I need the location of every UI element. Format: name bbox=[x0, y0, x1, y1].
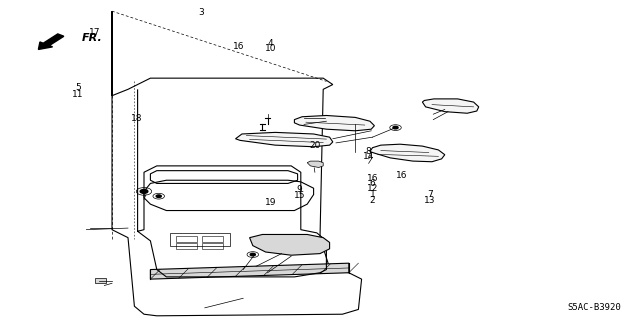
Text: 9: 9 bbox=[297, 185, 302, 194]
Text: 11: 11 bbox=[72, 90, 84, 99]
Text: 12: 12 bbox=[367, 184, 378, 193]
FancyArrow shape bbox=[38, 34, 64, 49]
Text: 16: 16 bbox=[367, 174, 378, 182]
Text: S5AC-B3920: S5AC-B3920 bbox=[567, 303, 621, 312]
Text: 18: 18 bbox=[131, 114, 142, 122]
Circle shape bbox=[250, 253, 255, 256]
Text: 15: 15 bbox=[294, 191, 305, 200]
Text: 20: 20 bbox=[309, 141, 321, 150]
Text: 4: 4 bbox=[268, 39, 273, 48]
Circle shape bbox=[393, 126, 398, 129]
Polygon shape bbox=[236, 132, 333, 147]
Text: 8: 8 bbox=[366, 147, 371, 156]
Text: 1: 1 bbox=[370, 190, 375, 199]
Text: 3: 3 bbox=[199, 8, 204, 17]
Bar bbox=[202, 236, 223, 242]
Circle shape bbox=[140, 189, 148, 193]
Text: 19: 19 bbox=[265, 198, 276, 207]
Polygon shape bbox=[250, 234, 330, 255]
Circle shape bbox=[156, 195, 161, 197]
Text: FR.: FR. bbox=[82, 33, 102, 43]
Polygon shape bbox=[150, 263, 349, 279]
Text: 13: 13 bbox=[424, 196, 436, 204]
Bar bbox=[176, 243, 197, 249]
Polygon shape bbox=[370, 144, 445, 162]
Text: 16: 16 bbox=[233, 42, 244, 51]
Polygon shape bbox=[294, 115, 374, 131]
Text: 14: 14 bbox=[363, 152, 374, 161]
Text: 17: 17 bbox=[89, 28, 100, 37]
Bar bbox=[95, 278, 106, 283]
Polygon shape bbox=[307, 161, 323, 167]
Bar bbox=[176, 236, 197, 242]
Text: 6: 6 bbox=[370, 179, 375, 188]
Polygon shape bbox=[422, 99, 479, 113]
Text: 10: 10 bbox=[265, 44, 276, 53]
Text: 7: 7 bbox=[428, 190, 433, 199]
Text: 5: 5 bbox=[76, 83, 81, 92]
Text: 2: 2 bbox=[370, 196, 375, 204]
Text: 16: 16 bbox=[396, 171, 408, 180]
Bar bbox=[202, 243, 223, 249]
